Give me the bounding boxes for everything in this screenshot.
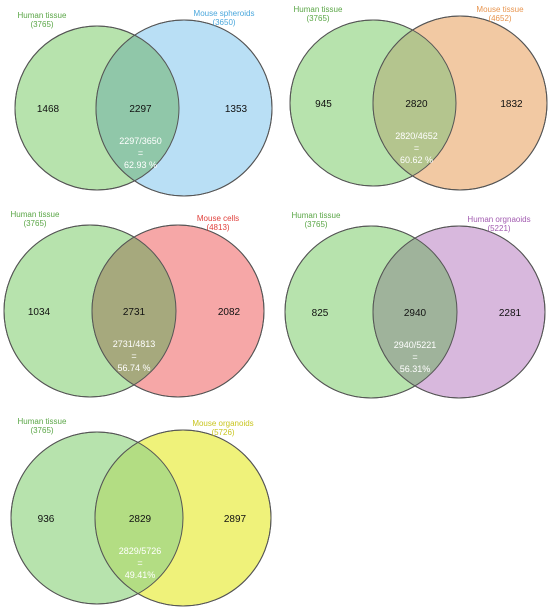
right-set-count: (3650) — [212, 18, 235, 27]
right-set-outline — [372, 15, 548, 191]
right-set-count: (4652) — [488, 14, 511, 23]
left-unique-value: 825 — [312, 308, 329, 319]
left-set-outline — [3, 224, 177, 398]
right-set-title: Mouse tissue — [476, 5, 524, 14]
overlap-value: 2731 — [123, 307, 146, 318]
right-set-title: Mouse cells — [197, 214, 239, 223]
overlap-ratio: 2731/4813 — [113, 339, 156, 349]
right-set-title: Mouse organoids — [192, 419, 253, 428]
overlap-region — [373, 20, 456, 186]
left-set-outline — [289, 19, 457, 187]
right-set-count: (4813) — [206, 223, 229, 232]
left-set-title: Human tissue — [18, 11, 67, 20]
left-set-count: (3765) — [30, 426, 53, 435]
right-unique-value: 1832 — [500, 99, 523, 110]
right-set-count: (5726) — [211, 428, 234, 437]
overlap-percent: 49.41% — [125, 570, 156, 580]
right-set-outline — [95, 19, 273, 197]
right-unique-value: 1353 — [225, 104, 248, 115]
overlap-ratio: 2820/4652 — [395, 131, 438, 141]
right-set-outline — [94, 429, 272, 607]
overlap-value: 2820 — [405, 99, 428, 110]
overlap-equals: = — [412, 352, 417, 362]
left-set-count: (3765) — [30, 20, 53, 29]
left-unique-value: 1468 — [37, 104, 60, 115]
left-unique-value: 945 — [315, 99, 332, 110]
left-set-title: Human tissue — [11, 210, 60, 219]
overlap-region — [373, 226, 457, 398]
right-set-outline — [91, 224, 265, 398]
overlap-equals: = — [138, 148, 143, 158]
overlap-ratio: 2829/5726 — [119, 546, 162, 556]
overlap-percent: 56.74 % — [117, 363, 150, 373]
right-set-title: Human orgnaoids — [467, 215, 530, 224]
overlap-equals: = — [414, 143, 419, 153]
left-unique-value: 936 — [38, 514, 55, 525]
venn-diagram-3: Human tissue(3765) Mouse cells(4813) 1034 2… — [3, 210, 265, 398]
right-set-title: Mouse spheroids — [194, 9, 255, 18]
overlap-value: 2940 — [404, 308, 427, 319]
overlap-equals: = — [131, 351, 136, 361]
right-unique-value: 2281 — [499, 308, 522, 319]
overlap-region — [95, 432, 183, 604]
venn-diagram-1: Human tissue(3765) Mouse spheroids(3650) 1… — [14, 9, 273, 197]
left-set-count: (3765) — [23, 219, 46, 228]
left-set-title: Human tissue — [294, 5, 343, 14]
left-set-outline — [10, 431, 184, 605]
left-set-outline — [284, 225, 458, 399]
venn-diagram-4: Human tissue(3765) Human orgnaoids(5221) 8… — [284, 211, 546, 399]
overlap-equals: = — [137, 558, 142, 568]
venn-diagram-5: Human tissue(3765) Mouse organoids(5726) 9… — [10, 417, 272, 607]
left-set-title: Human tissue — [292, 211, 341, 220]
left-set-count: (3765) — [306, 14, 329, 23]
overlap-percent: 62.93 % — [124, 160, 157, 170]
left-set-outline — [14, 25, 180, 191]
left-set-title: Human tissue — [18, 417, 67, 426]
overlap-percent: 60.62 % — [400, 155, 433, 165]
overlap-value: 2297 — [129, 104, 152, 115]
overlap-ratio: 2940/5221 — [394, 340, 437, 350]
overlap-region — [96, 26, 179, 190]
right-set-outline — [372, 225, 546, 399]
venn-diagram-2: Human tissue(3765) Mouse tissue(4652) 945 1… — [289, 5, 548, 191]
overlap-percent: 56.31% — [400, 364, 431, 374]
right-set-count: (5221) — [487, 224, 510, 233]
overlap-ratio: 2297/3650 — [119, 136, 162, 146]
right-unique-value: 2897 — [224, 514, 247, 525]
left-unique-value: 1034 — [28, 307, 51, 318]
overlap-region — [92, 225, 176, 397]
left-set-count: (3765) — [304, 220, 327, 229]
overlap-value: 2829 — [129, 514, 152, 525]
right-unique-value: 2082 — [218, 307, 241, 318]
